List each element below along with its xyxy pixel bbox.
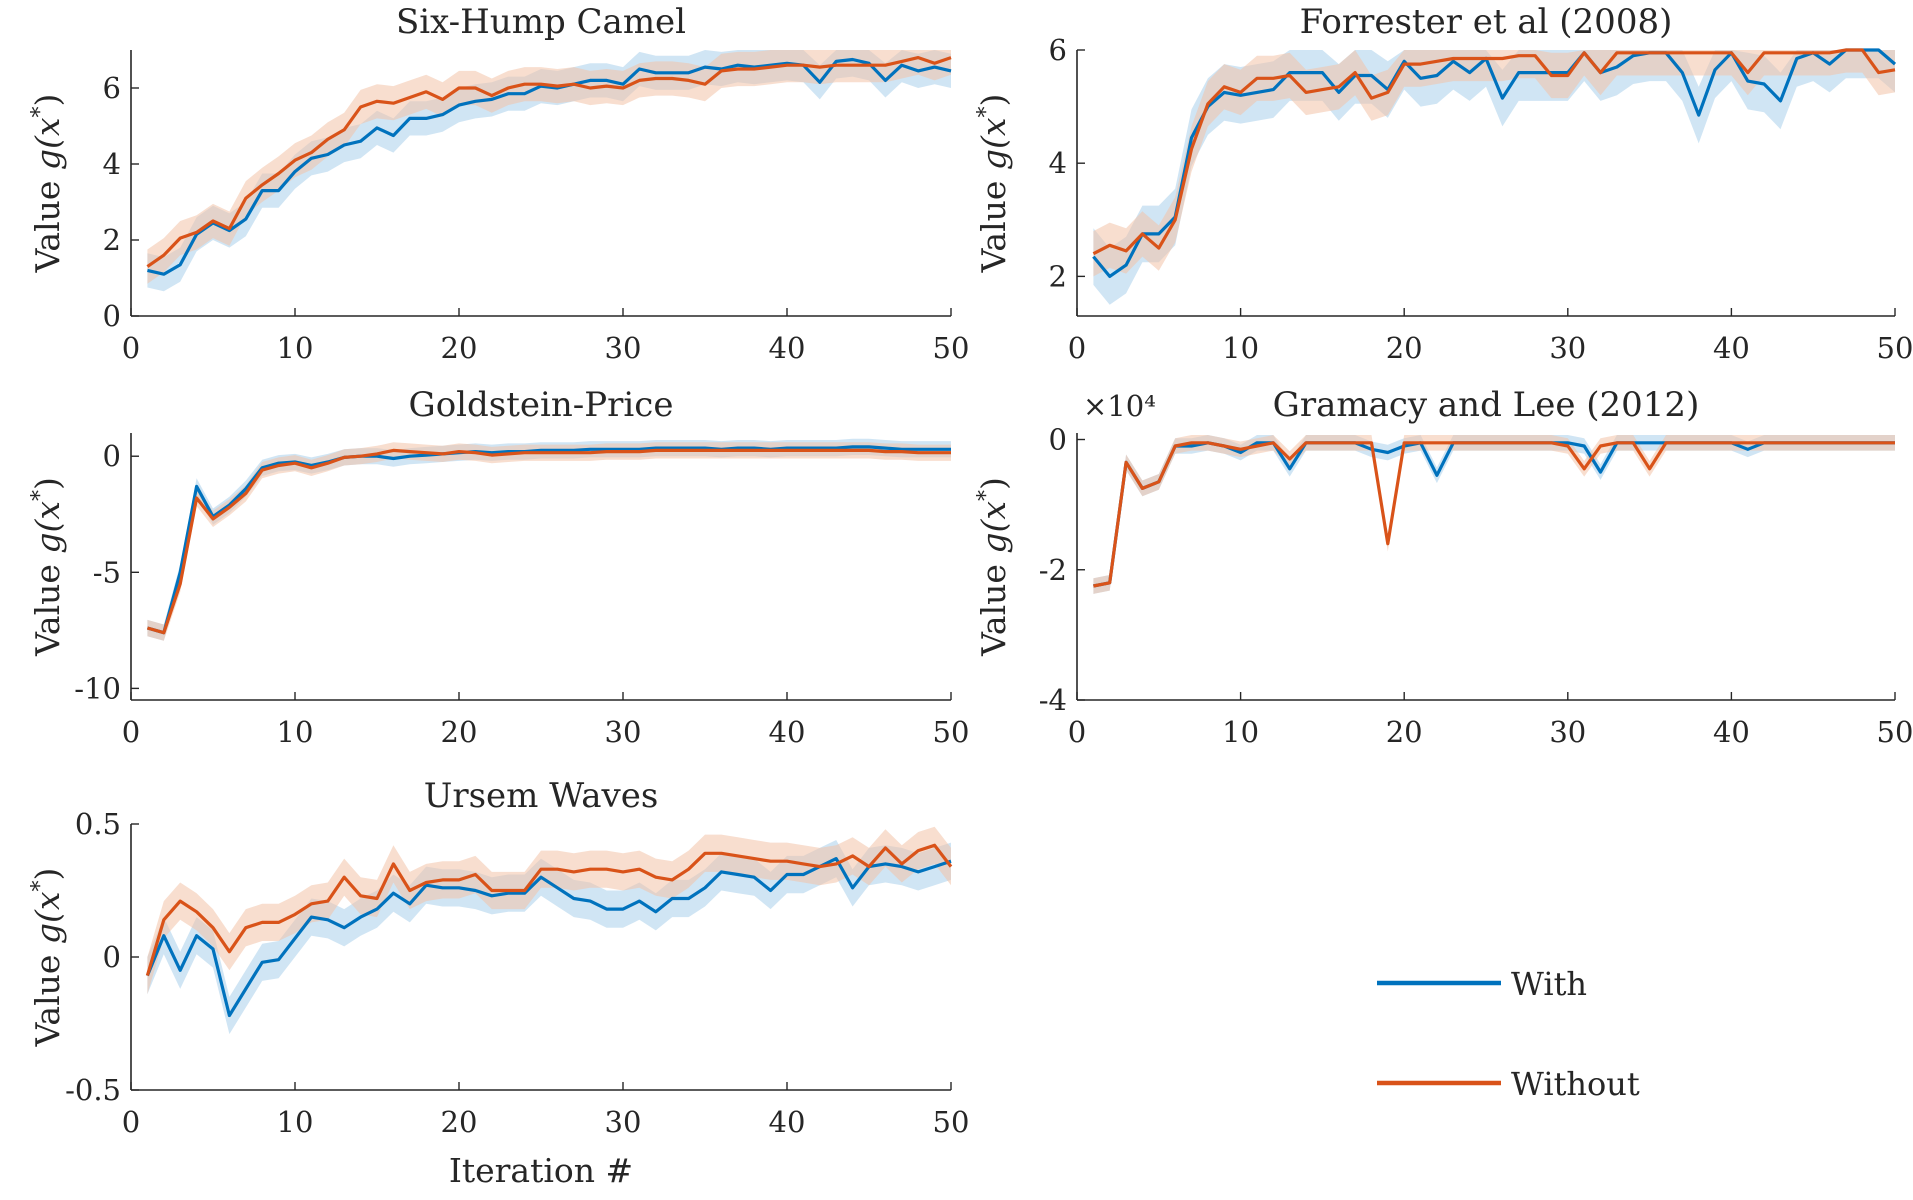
y-tick-label: 6 <box>1049 33 1067 67</box>
y-axis-label: Value g(x*) <box>28 868 67 1048</box>
subplot-six-hump-camel: 0 10 20 30 40 50 0 2 4 6 Six-Hump Camel Value g(x*) <box>28 2 969 365</box>
series-line-without <box>145 843 953 977</box>
series-line-without <box>1092 48 1896 256</box>
x-tick-label: 50 <box>933 331 970 365</box>
x-tick-label: 0 <box>122 715 140 749</box>
y-axis-label: Value g(x*) <box>974 94 1013 274</box>
x-tick-label: 30 <box>605 331 642 365</box>
y-tick-label: -4 <box>1039 683 1067 717</box>
x-tick-label: 30 <box>605 715 642 749</box>
x-tick-label: 30 <box>1549 715 1586 749</box>
subplot-gramacy-and-lee-2012: 0 10 20 30 40 50 -4 -2 0 Gramacy and Lee (2012) Va… <box>974 385 1913 749</box>
chart-title: Six-Hump Camel <box>396 2 686 42</box>
y-axis-label: Value g(x*) <box>28 477 67 657</box>
chart-title: Goldstein-Price <box>409 385 674 425</box>
band-with <box>1093 50 1895 305</box>
y-tick-label: 0 <box>103 299 121 333</box>
y-axis-label: Value g(x*) <box>974 477 1013 657</box>
series-line-without <box>146 448 951 635</box>
y-tick-label: -0.5 <box>65 1073 121 1107</box>
y-tick-label: 2 <box>1049 259 1067 293</box>
x-tick-label: 10 <box>277 1105 314 1139</box>
series-line-with <box>147 57 952 276</box>
band-without <box>147 826 951 995</box>
chart-title: Forrester et al (2008) <box>1300 2 1673 42</box>
band-without <box>1093 50 1895 277</box>
y-tick-label: 0 <box>103 439 121 473</box>
x-tick-label: 10 <box>1222 331 1259 365</box>
y-tick-label: -2 <box>1039 553 1067 587</box>
x-tick-label: 40 <box>769 1105 806 1139</box>
x-tick-label: 20 <box>441 331 478 365</box>
chart-title: Ursem Waves <box>424 776 659 816</box>
x-tick-label: 30 <box>1549 331 1586 365</box>
y-axis-label: Value g(x*) <box>28 94 67 274</box>
subplot-goldstein-price: 0 10 20 30 40 50 -10 -5 0 Goldstein-Price Value g(… <box>28 385 969 749</box>
x-tick-label: 10 <box>277 715 314 749</box>
y-tick-label: 0 <box>1049 423 1067 457</box>
y-tick-label: 2 <box>103 223 121 257</box>
series-line-with <box>1092 48 1897 278</box>
x-tick-label: 40 <box>769 715 806 749</box>
band-with <box>1093 435 1895 594</box>
y-tick-label: 0 <box>103 940 121 974</box>
series-line-without <box>1093 441 1895 588</box>
x-tick-label: 0 <box>122 331 140 365</box>
x-tick-label: 0 <box>1068 715 1086 749</box>
y-tick-label: 4 <box>103 147 121 181</box>
series-line-with <box>146 445 951 635</box>
y-axis-multiplier: ×10⁴ <box>1083 389 1156 423</box>
y-tick-label: -10 <box>74 671 121 705</box>
y-tick-label: -5 <box>93 555 121 589</box>
x-tick-label: 50 <box>1877 331 1913 365</box>
y-tick-label: 0.5 <box>75 807 121 841</box>
band-without <box>1093 435 1895 594</box>
x-tick-label: 10 <box>1222 715 1259 749</box>
y-tick-label: 6 <box>103 71 121 105</box>
legend-label-without: Without <box>1511 1065 1640 1103</box>
x-tick-label: 50 <box>1877 715 1913 749</box>
x-tick-label: 40 <box>1713 715 1750 749</box>
band-without <box>147 442 951 641</box>
legend: With Without <box>1377 965 1640 1103</box>
band-without <box>147 50 951 284</box>
x-tick-label: 0 <box>122 1105 140 1139</box>
legend-label-with: With <box>1511 965 1587 1003</box>
x-tick-label: 20 <box>1386 715 1423 749</box>
x-tick-label: 40 <box>1713 331 1750 365</box>
x-tick-label: 10 <box>277 331 314 365</box>
series-line-with <box>145 856 952 1018</box>
y-tick-label: 4 <box>1049 146 1067 180</box>
chart-title: Gramacy and Lee (2012) <box>1273 385 1700 425</box>
x-tick-label: 50 <box>933 1105 970 1139</box>
x-tick-label: 0 <box>1068 331 1086 365</box>
x-tick-label: 50 <box>933 715 970 749</box>
band-with <box>147 840 951 1035</box>
x-tick-label: 20 <box>441 715 478 749</box>
x-tick-label: 30 <box>605 1105 642 1139</box>
x-tick-label: 20 <box>441 1105 478 1139</box>
subplot-forrester-et-al-2008: 0 10 20 30 40 50 2 4 6 Forrester et al (2008) Valu… <box>974 2 1913 365</box>
series-line-without <box>146 55 952 268</box>
x-tick-label: 20 <box>1386 331 1423 365</box>
x-axis-label: Iteration # <box>449 1151 633 1190</box>
series-line-with <box>1093 441 1895 588</box>
x-tick-label: 40 <box>769 331 806 365</box>
